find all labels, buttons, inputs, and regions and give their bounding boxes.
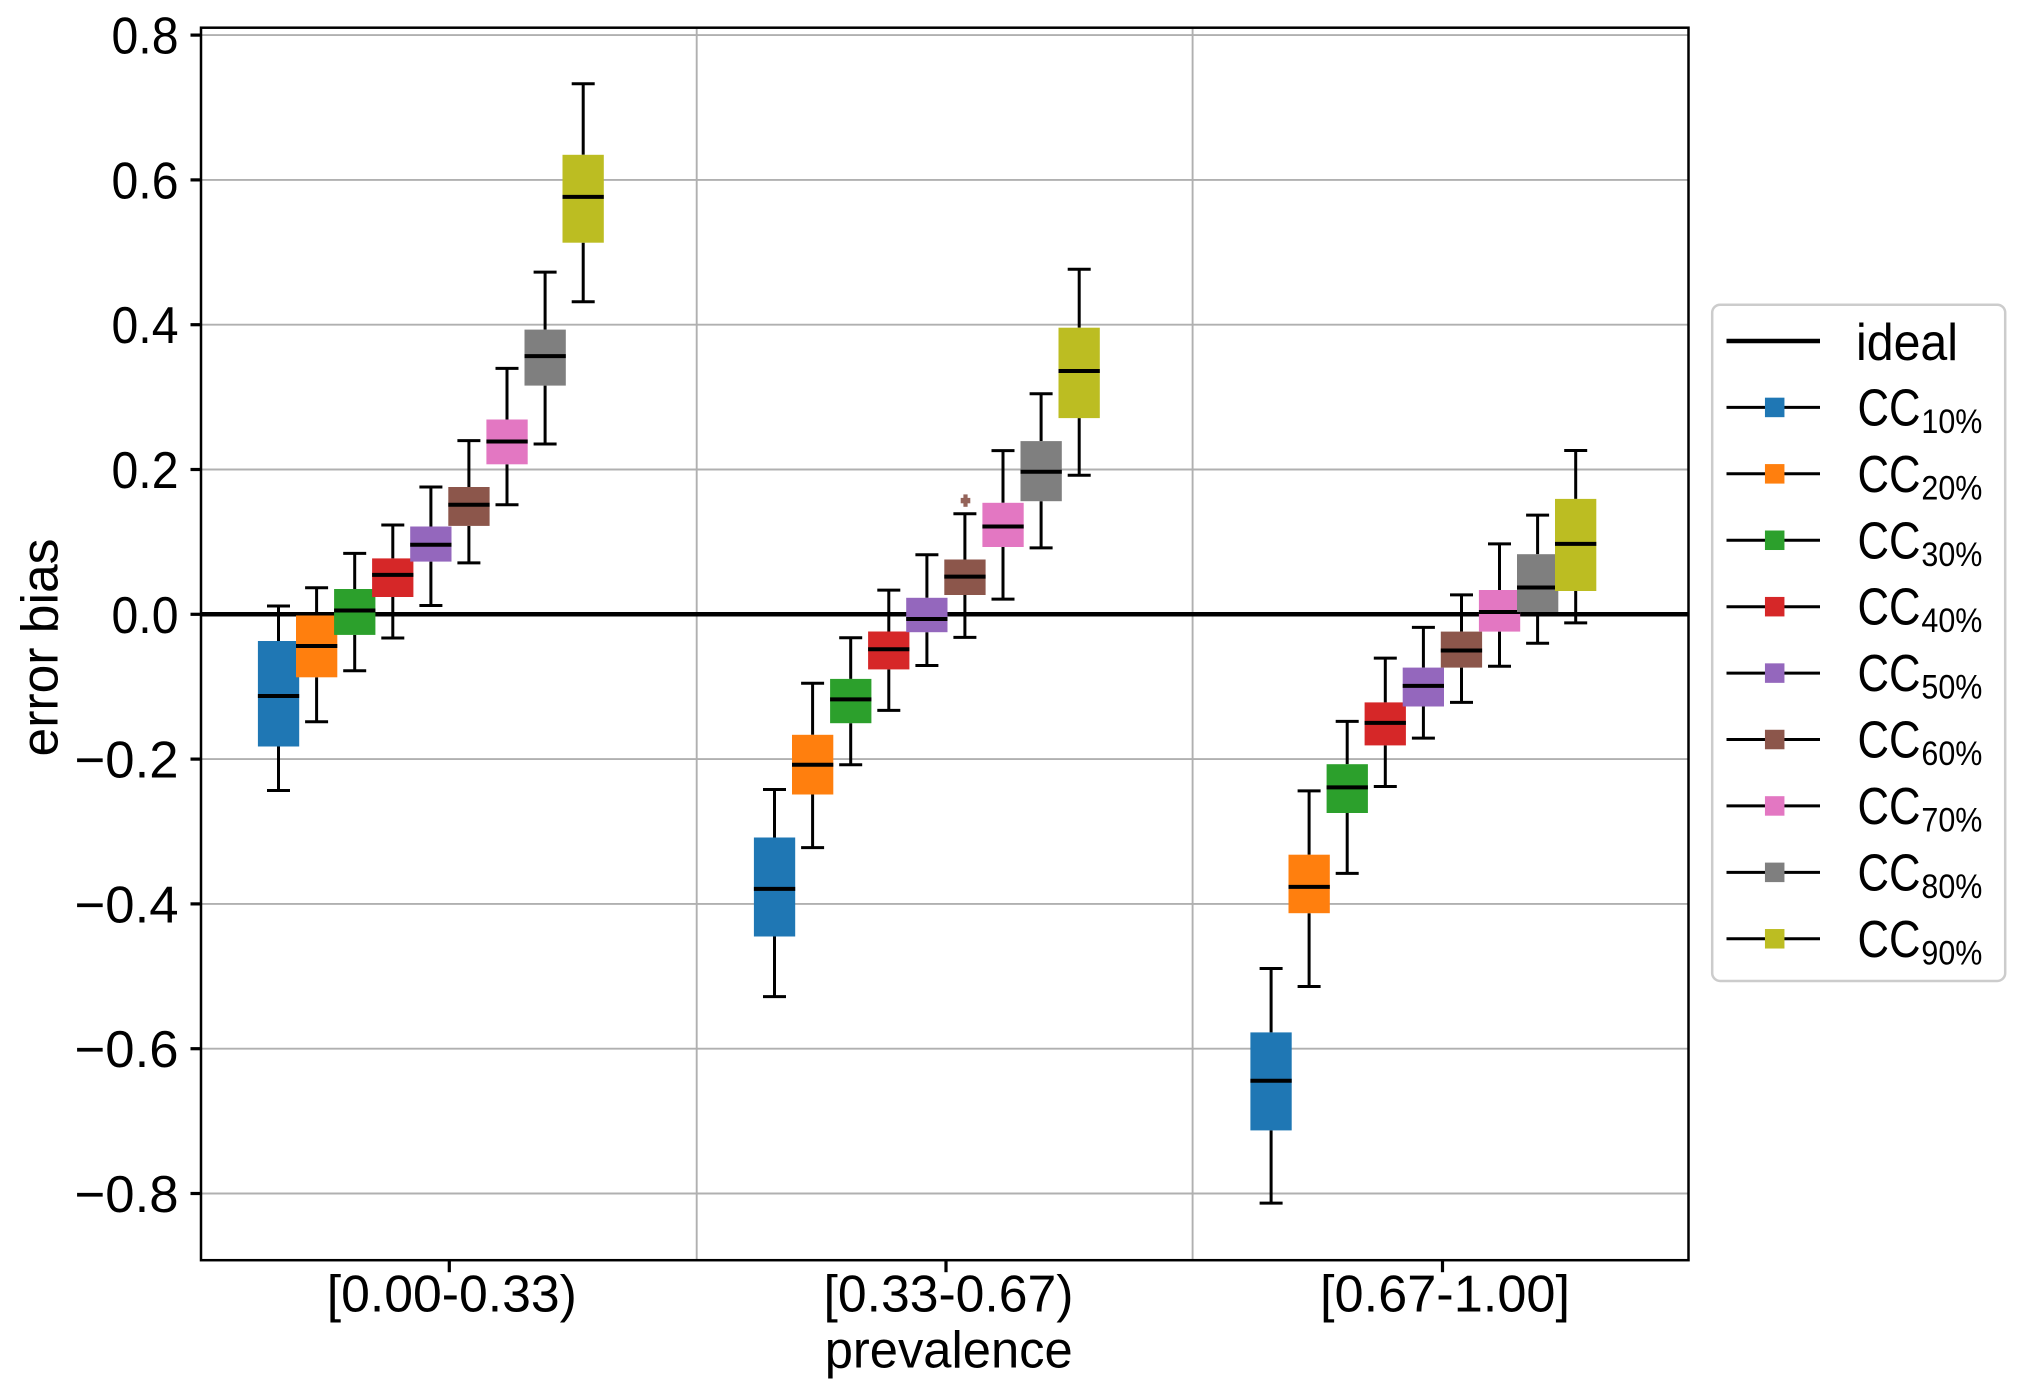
svg-text:CC: CC [1858,379,1921,437]
svg-text:CC: CC [1858,579,1921,637]
svg-text:−0.4: −0.4 [75,876,179,934]
svg-text:−0.2: −0.2 [75,732,179,790]
svg-text:ideal: ideal [1856,314,1958,372]
svg-text:[0.33-0.67): [0.33-0.67) [824,1266,1074,1324]
svg-text:CC: CC [1858,645,1921,703]
svg-text:10%: 10% [1921,403,1982,441]
svg-text:error bias: error bias [12,539,70,757]
svg-text:70%: 70% [1921,801,1982,839]
svg-text:CC: CC [1858,446,1921,504]
svg-text:[0.67-1.00]: [0.67-1.00] [1320,1266,1570,1324]
svg-text:90%: 90% [1921,934,1982,972]
svg-text:−0.6: −0.6 [75,1021,179,1079]
svg-text:30%: 30% [1921,536,1982,574]
svg-text:CC: CC [1858,911,1921,969]
svg-text:0.2: 0.2 [112,442,179,500]
svg-text:40%: 40% [1921,602,1982,640]
svg-text:[0.00-0.33): [0.00-0.33) [327,1266,577,1324]
svg-text:50%: 50% [1921,669,1982,707]
svg-text:CC: CC [1858,512,1921,570]
svg-text:−0.8: −0.8 [75,1166,179,1224]
svg-text:CC: CC [1858,844,1921,902]
svg-text:60%: 60% [1921,735,1982,773]
svg-text:prevalence: prevalence [825,1322,1073,1380]
svg-text:0.4: 0.4 [112,297,179,355]
svg-text:0.6: 0.6 [112,152,179,210]
svg-text:0.8: 0.8 [112,8,179,66]
svg-text:0.0: 0.0 [112,587,179,645]
svg-text:CC: CC [1858,778,1921,836]
svg-text:20%: 20% [1921,469,1982,507]
svg-text:CC: CC [1858,712,1921,770]
svg-text:80%: 80% [1921,868,1982,906]
